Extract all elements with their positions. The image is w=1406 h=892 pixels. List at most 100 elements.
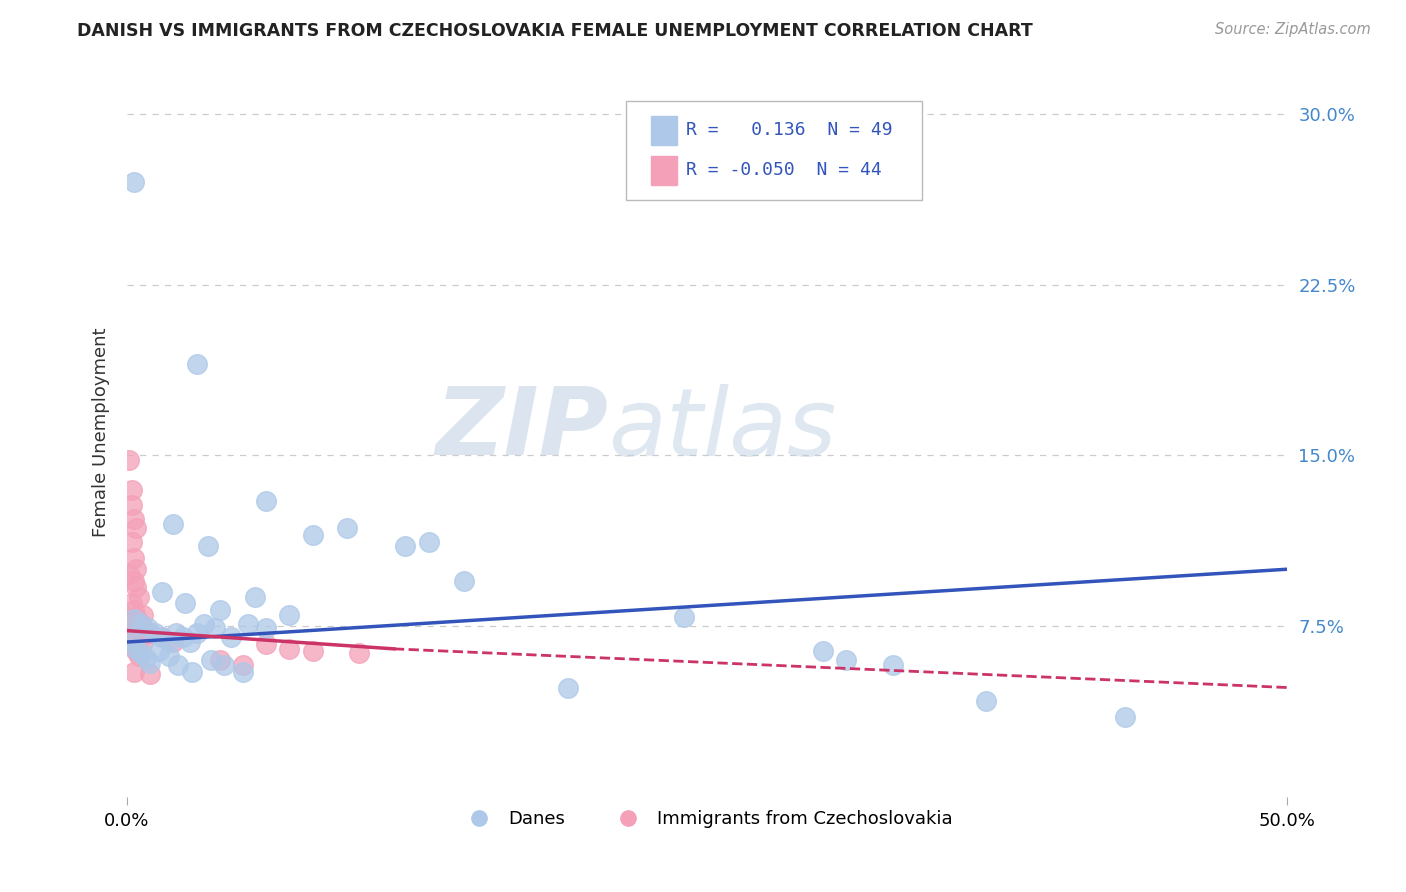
Point — [214, 657, 236, 672]
Point — [813, 644, 835, 658]
Point — [200, 653, 222, 667]
Point — [122, 640, 145, 654]
Point — [128, 648, 150, 663]
Point — [139, 626, 162, 640]
Point — [221, 631, 243, 645]
Point — [336, 521, 359, 535]
Point — [204, 621, 226, 635]
Point — [162, 635, 184, 649]
Point — [136, 621, 159, 635]
Point — [125, 610, 148, 624]
Point — [208, 653, 231, 667]
Text: atlas: atlas — [609, 384, 837, 475]
Point — [132, 607, 155, 622]
Point — [232, 665, 254, 679]
Point — [122, 603, 145, 617]
Point — [128, 626, 150, 640]
Point — [143, 626, 166, 640]
Point — [243, 590, 266, 604]
Text: DANISH VS IMMIGRANTS FROM CZECHOSLOVAKIA FEMALE UNEMPLOYMENT CORRELATION CHART: DANISH VS IMMIGRANTS FROM CZECHOSLOVAKIA… — [77, 22, 1033, 40]
Point — [236, 616, 259, 631]
Point — [232, 657, 254, 672]
Point — [254, 494, 277, 508]
Point — [125, 521, 148, 535]
Point — [162, 516, 184, 531]
Point — [129, 647, 152, 661]
Text: R =   0.136  N = 49: R = 0.136 N = 49 — [686, 121, 893, 139]
Point — [135, 624, 157, 638]
Point — [122, 175, 145, 189]
Point — [122, 512, 145, 526]
Point — [122, 612, 145, 626]
Legend: Danes, Immigrants from Czechoslovakia: Danes, Immigrants from Czechoslovakia — [454, 803, 960, 835]
Point — [129, 616, 152, 631]
Point — [150, 585, 173, 599]
Point — [1114, 710, 1136, 724]
Point — [125, 644, 148, 658]
Point — [121, 615, 143, 629]
Point — [835, 653, 858, 667]
Text: Source: ZipAtlas.com: Source: ZipAtlas.com — [1215, 22, 1371, 37]
Point — [418, 535, 440, 549]
Point — [132, 635, 155, 649]
Point — [121, 535, 143, 549]
Y-axis label: Female Unemployment: Female Unemployment — [93, 328, 110, 537]
Point — [165, 626, 187, 640]
Point — [122, 619, 145, 633]
Point — [139, 666, 162, 681]
Point — [122, 665, 145, 679]
Point — [125, 562, 148, 576]
Point — [118, 624, 141, 638]
Point — [129, 616, 152, 631]
Point — [139, 656, 162, 670]
Point — [125, 621, 148, 635]
Point — [197, 540, 219, 554]
Point — [181, 665, 204, 679]
Point — [254, 621, 277, 635]
Point — [186, 357, 208, 371]
Point — [157, 635, 180, 649]
Point — [186, 626, 208, 640]
Point — [172, 631, 194, 645]
Point — [179, 635, 201, 649]
Point — [121, 596, 143, 610]
Point — [208, 603, 231, 617]
Point — [118, 566, 141, 581]
Point — [150, 631, 173, 645]
Point — [882, 657, 904, 672]
Point — [121, 499, 143, 513]
Point — [254, 637, 277, 651]
Point — [118, 453, 141, 467]
Point — [121, 626, 143, 640]
Point — [167, 657, 190, 672]
Point — [453, 574, 475, 588]
Point — [118, 612, 141, 626]
Point — [135, 651, 157, 665]
Point — [128, 590, 150, 604]
Text: ZIP: ZIP — [436, 383, 609, 475]
Point — [278, 641, 301, 656]
Point — [193, 616, 215, 631]
Point — [974, 694, 997, 708]
Point — [301, 528, 323, 542]
Point — [174, 596, 197, 610]
Point — [122, 574, 145, 588]
FancyBboxPatch shape — [651, 116, 678, 145]
Point — [347, 647, 370, 661]
Point — [394, 540, 416, 554]
Point — [121, 483, 143, 497]
Point — [150, 631, 173, 645]
Point — [118, 631, 141, 645]
Point — [148, 644, 170, 658]
Point — [557, 681, 579, 695]
Point — [122, 550, 145, 565]
FancyBboxPatch shape — [651, 156, 678, 185]
Point — [125, 581, 148, 595]
Point — [121, 635, 143, 649]
Text: R = -0.050  N = 44: R = -0.050 N = 44 — [686, 161, 882, 179]
Point — [121, 635, 143, 649]
Point — [278, 607, 301, 622]
Point — [301, 644, 323, 658]
Point — [672, 610, 695, 624]
Point — [125, 641, 148, 656]
